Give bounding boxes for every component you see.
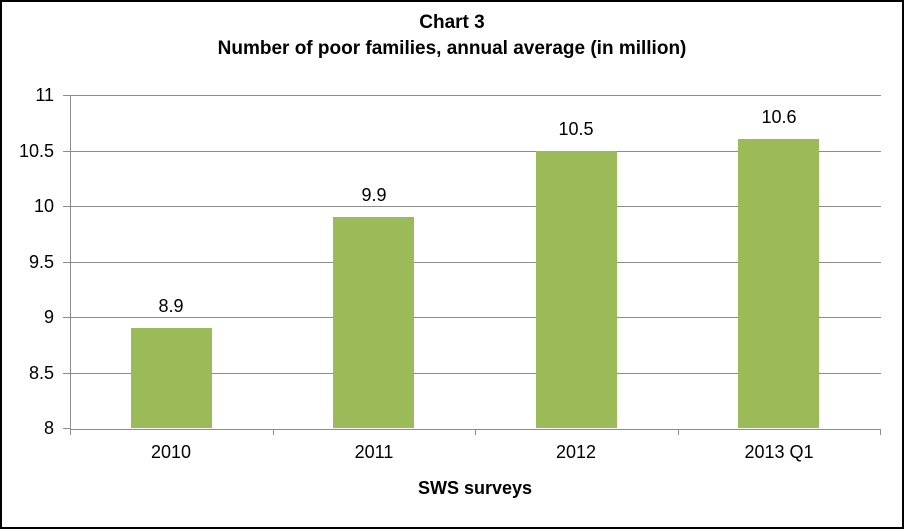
y-axis-tick — [63, 262, 70, 263]
bar — [536, 151, 617, 428]
bar — [131, 328, 212, 428]
chart-title: Chart 3 Number of poor families, annual … — [0, 10, 904, 62]
y-tick-label: 8 — [43, 418, 54, 438]
y-tick-label: 10 — [33, 196, 54, 216]
gridline — [71, 95, 881, 96]
x-category-label: 2011 — [354, 442, 394, 462]
gridline — [71, 262, 881, 263]
chart-title-line1: Chart 3 — [419, 12, 485, 33]
x-category-label: 2012 — [555, 442, 597, 462]
gridline — [71, 317, 881, 318]
bar — [333, 217, 414, 428]
x-category-label: 2010 — [150, 442, 192, 462]
y-tick-label: 9.5 — [28, 252, 54, 272]
gridline — [71, 206, 881, 207]
y-tick-label: 10.5 — [18, 141, 54, 161]
y-axis-tick — [63, 206, 70, 207]
gridline — [71, 151, 881, 152]
x-axis-tick — [880, 429, 881, 435]
bar-value-label: 8.9 — [158, 296, 184, 316]
y-axis-tick — [63, 151, 70, 152]
x-axis-tick — [70, 429, 71, 435]
x-category-label: 2013 Q1 — [744, 442, 814, 462]
x-axis-title: SWS surveys — [417, 478, 533, 498]
y-tick-label: 8.5 — [28, 363, 54, 383]
y-tick-label: 9 — [43, 307, 54, 327]
y-axis-tick — [63, 95, 70, 96]
y-axis-tick — [63, 317, 70, 318]
y-axis-tick — [63, 428, 70, 429]
y-tick-label: 11 — [35, 85, 54, 105]
bar — [738, 139, 819, 428]
gridline — [71, 373, 881, 374]
chart-title-line2: Number of poor families, annual average … — [217, 38, 687, 59]
bar-value-label: 10.6 — [761, 107, 797, 127]
y-axis-tick — [63, 373, 70, 374]
x-axis-tick — [678, 429, 679, 435]
bar-value-label: 9.9 — [361, 185, 387, 205]
bar-value-label: 10.5 — [558, 119, 594, 139]
x-axis-tick — [273, 429, 274, 435]
x-axis-tick — [475, 429, 476, 435]
